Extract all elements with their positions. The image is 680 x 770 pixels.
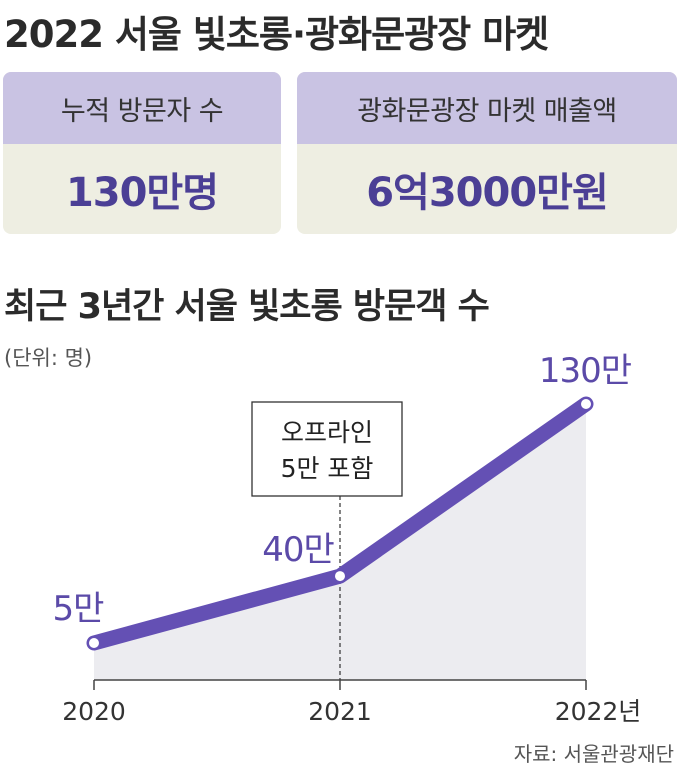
data-label: 130만	[539, 351, 632, 391]
annotation-text: 오프라인	[281, 418, 373, 447]
data-label: 40만	[262, 530, 334, 570]
x-tick-label: 2020	[62, 697, 126, 726]
stat-label: 누적 방문자 수	[3, 72, 281, 144]
stat-value: 6억3000만원	[366, 170, 609, 216]
unit-label: (단위: 명)	[4, 346, 93, 370]
stat-card-visitors: 누적 방문자 수 130만명	[3, 72, 281, 234]
stat-card-sales: 광화문광장 마켓 매출액 6억3000만원	[297, 72, 677, 234]
x-tick-label: 2021	[308, 697, 372, 726]
annotation-text: 5만 포함	[281, 454, 374, 483]
data-point	[579, 397, 593, 411]
annotation-box	[251, 401, 403, 497]
data-point	[333, 569, 347, 584]
chart-title: 최근 3년간 서울 빛초롱 방문객 수	[4, 287, 490, 327]
x-tick-label: 2022년	[555, 697, 642, 726]
stat-label: 광화문광장 마켓 매출액	[297, 72, 677, 144]
source-note: 자료: 서울관광재단	[513, 742, 674, 766]
data-label: 5만	[53, 589, 105, 629]
infographic-title: 2022 서울 빛초롱·광화문광장 마켓	[4, 13, 549, 56]
data-point	[87, 636, 101, 650]
stat-value: 130만명	[65, 170, 219, 216]
